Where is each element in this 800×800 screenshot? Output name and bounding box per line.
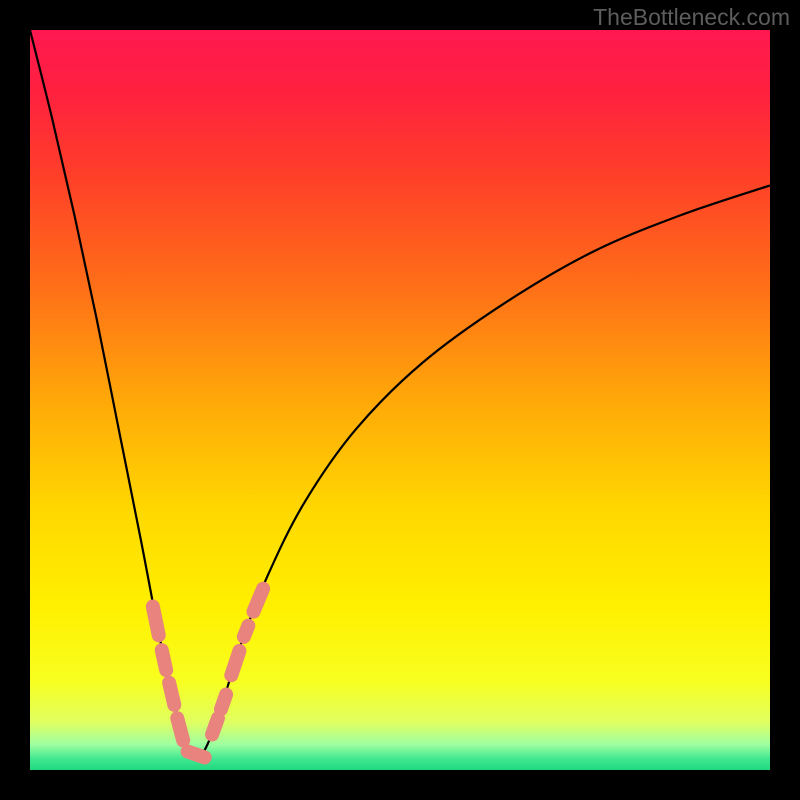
marker-pill xyxy=(221,695,226,710)
marker-pill xyxy=(153,606,159,635)
marker-pill xyxy=(244,626,248,637)
marker-pill xyxy=(169,683,174,705)
marker-pill xyxy=(212,718,218,734)
marker-pill xyxy=(162,650,166,670)
bottleneck-chart xyxy=(0,0,800,800)
marker-pill xyxy=(188,752,205,758)
marker-pill xyxy=(231,651,239,675)
attribution-text: TheBottleneck.com xyxy=(593,4,790,31)
plot-background-gradient xyxy=(30,30,770,770)
marker-pill xyxy=(177,718,183,740)
marker-pill xyxy=(253,589,263,612)
